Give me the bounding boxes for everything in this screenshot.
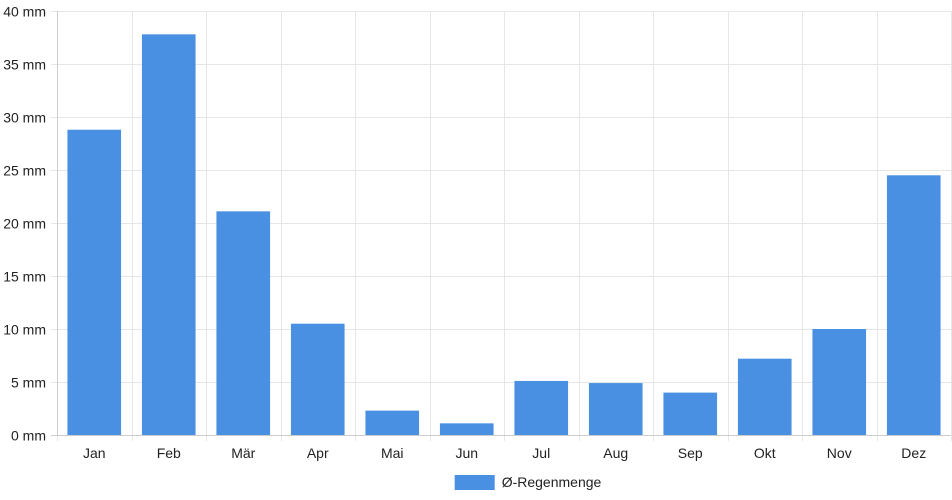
x-tick-label: Jul <box>532 445 550 461</box>
x-tick-label: Jan <box>83 445 106 461</box>
x-tick-label: Aug <box>603 445 628 461</box>
bar-jun[interactable] <box>439 423 494 435</box>
x-tick-label: Jun <box>455 445 478 461</box>
bar-nov[interactable] <box>812 329 867 435</box>
y-tick-label: 30 mm <box>3 110 46 126</box>
bars <box>67 34 941 436</box>
bar-mai[interactable] <box>365 410 420 435</box>
x-tick-label: Mai <box>381 445 404 461</box>
x-axis-tick-labels: Jan Feb Mär Apr Mai Jun Jul Aug Sep Okt Nov Dez <box>83 445 926 461</box>
x-tick-label: Dez <box>901 445 926 461</box>
x-tick-label: Nov <box>827 445 852 461</box>
y-tick-label: 40 mm <box>3 4 46 20</box>
legend-swatch[interactable] <box>454 475 495 490</box>
bar-jan[interactable] <box>67 129 122 435</box>
axes <box>51 11 951 436</box>
bar-okt[interactable] <box>737 358 792 435</box>
bar-feb[interactable] <box>141 34 196 435</box>
bar-jul[interactable] <box>514 380 569 435</box>
y-tick-label: 20 mm <box>3 216 46 232</box>
y-tick-label: 10 mm <box>3 322 46 338</box>
y-tick-label: 0 mm <box>11 428 46 444</box>
y-tick-label: 15 mm <box>3 269 46 285</box>
y-tick-label: 35 mm <box>3 57 46 73</box>
bar-mär[interactable] <box>216 211 271 435</box>
x-tick-label: Sep <box>678 445 703 461</box>
x-tick-label: Apr <box>307 445 329 461</box>
legend-label[interactable]: Ø-Regenmenge <box>502 474 602 490</box>
legend[interactable]: Ø-Regenmenge <box>454 474 602 490</box>
y-tick-label: 5 mm <box>11 375 46 391</box>
bar-dez[interactable] <box>886 175 941 436</box>
bar-aug[interactable] <box>588 383 643 435</box>
x-tick-label: Feb <box>157 445 181 461</box>
x-tick-label: Mär <box>231 445 255 461</box>
bar-apr[interactable] <box>290 323 345 435</box>
y-tick-label: 25 mm <box>3 163 46 179</box>
x-tick-label: Okt <box>754 445 776 461</box>
y-axis-tick-labels: 0 mm 5 mm 10 mm 15 mm 20 mm 25 mm 30 mm 35 mm 40… <box>3 4 46 444</box>
bar-sep[interactable] <box>663 392 718 435</box>
